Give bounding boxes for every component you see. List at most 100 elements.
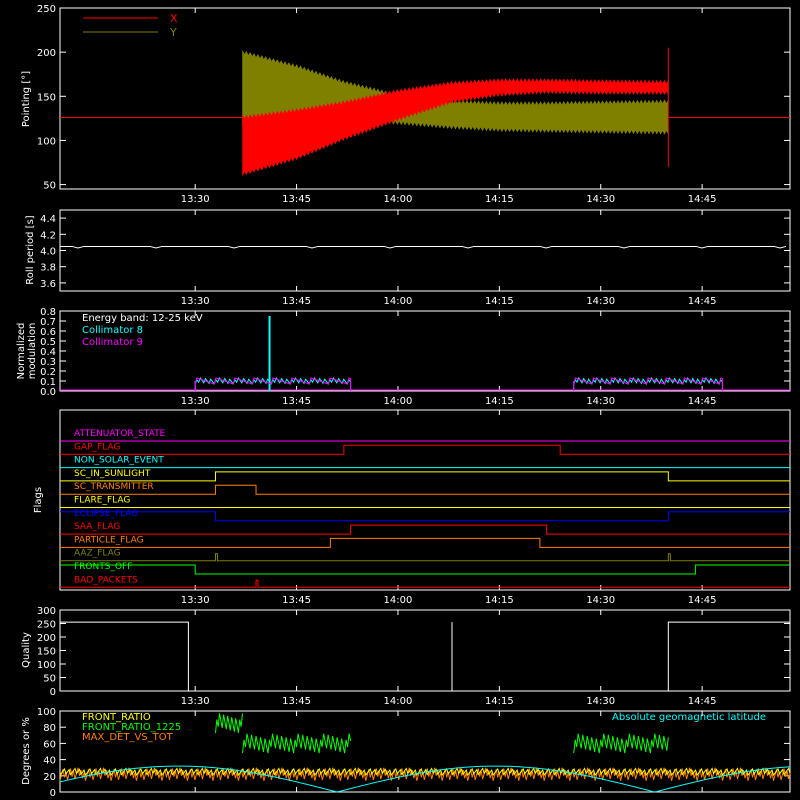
flag-label: PARTICLE_FLAG — [74, 535, 144, 545]
flag-line — [60, 484, 790, 495]
roll-period-line — [60, 245, 787, 249]
y-tick-label: 20 — [43, 772, 56, 783]
ylabel-ratio: Degrees or % — [21, 717, 32, 785]
x-tick-label: 13:45 — [282, 194, 311, 205]
x-tick-label: 13:45 — [282, 696, 311, 707]
y-tick-label: 0.0 — [40, 387, 56, 398]
y-tick-label: 60 — [43, 739, 56, 750]
x-tick-label: 13:30 — [181, 595, 210, 606]
legend-front-ratio: FRONT_RATIO — [82, 712, 151, 723]
flag-line — [60, 511, 790, 522]
y-tick-label: 100 — [37, 660, 56, 671]
y-tick-label: 200 — [37, 48, 56, 59]
flag-label: AAZ_FLAG — [74, 549, 121, 559]
x-tick-label: 14:00 — [384, 696, 413, 707]
y-tick-label: 0.3 — [40, 357, 56, 368]
flag-label: BAD_PACKETS — [74, 575, 138, 585]
x-tick-label: 13:45 — [282, 595, 311, 606]
ratio-front-ratio-1225 — [215, 713, 243, 733]
ratio-front-ratio — [59, 767, 791, 777]
y-tick-label: 300 — [37, 606, 56, 617]
flag-label: FRONTS_OFF — [74, 562, 132, 572]
modulation-collimator-8 — [194, 376, 352, 392]
flag-label: ECLIPSE_FLAG — [74, 509, 138, 519]
ylabel-modulation: Normalizedmodulation — [16, 323, 38, 380]
x-tick-label: 14:45 — [688, 194, 717, 205]
x-tick-label: 13:30 — [181, 296, 210, 307]
x-tick-label: 13:45 — [282, 296, 311, 307]
y-tick-label: 0 — [50, 788, 56, 799]
x-tick-label: 14:45 — [688, 696, 717, 707]
flag-label: ATTENUATOR_STATE — [74, 429, 166, 439]
y-tick-label: 50 — [43, 181, 56, 192]
y-tick-label: 4.0 — [40, 247, 56, 258]
flag-line — [60, 553, 790, 562]
legend-front-ratio-1225: FRONT_RATIO_1225 — [82, 722, 181, 733]
flag-line — [60, 471, 790, 482]
x-tick-label: 14:15 — [485, 595, 514, 606]
x-tick-label: 13:30 — [181, 696, 210, 707]
x-tick-label: 14:30 — [586, 194, 615, 205]
y-tick-label: 4.2 — [40, 230, 56, 241]
y-tick-label: 0.7 — [40, 317, 56, 328]
ratio-geomagnetic-latitude — [59, 765, 791, 793]
y-tick-label: 4.4 — [40, 214, 56, 225]
x-tick-label: 14:15 — [485, 396, 514, 407]
flag-label: FLARE_FLAG — [74, 496, 130, 506]
legend-y-label: Y — [169, 26, 177, 39]
x-tick-label: 14:00 — [384, 296, 413, 307]
y-tick-label: 100 — [37, 136, 56, 147]
modulation-collimator-9 — [194, 377, 352, 392]
y-tick-label: 80 — [43, 723, 56, 734]
x-tick-label: 13:30 — [181, 396, 210, 407]
x-tick-label: 14:00 — [384, 194, 413, 205]
legend-collimator-9: Collimator 9 — [82, 337, 143, 348]
x-tick-label: 13:30 — [181, 194, 210, 205]
y-tick-label: 50 — [43, 674, 56, 685]
y-tick-label: 0.8 — [40, 307, 56, 318]
flag-line — [60, 564, 790, 575]
y-tick-label: 0.4 — [40, 347, 56, 358]
flag-label: NON_SOLAR_EVENT — [74, 456, 164, 466]
legend-geomagnetic-latitude: Absolute geomagnetic latitude — [612, 712, 766, 723]
y-tick-label: 0.5 — [40, 337, 56, 348]
ratio-front-ratio-1225 — [242, 733, 352, 754]
x-tick-label: 14:45 — [688, 396, 717, 407]
flag-label: GAP_FLAG — [74, 442, 120, 452]
legend-max-det: MAX_DET_VS_TOT — [82, 732, 174, 743]
modulation-energy-band: Energy band: 12-25 keV — [82, 313, 203, 324]
y-tick-label: 0.6 — [40, 327, 56, 338]
flag-label: SC_IN_SUNLIGHT — [74, 469, 151, 479]
x-tick-label: 14:15 — [485, 696, 514, 707]
x-tick-label: 14:45 — [688, 296, 717, 307]
y-tick-label: 0 — [50, 687, 56, 698]
x-tick-label: 14:15 — [485, 296, 514, 307]
y-tick-label: 0.2 — [40, 367, 56, 378]
y-tick-label: 150 — [37, 647, 56, 658]
y-tick-label: 150 — [37, 92, 56, 103]
flag-line — [60, 579, 790, 588]
ylabel-roll: Roll period [s] — [25, 215, 36, 284]
x-tick-label: 14:15 — [485, 194, 514, 205]
flag-line — [60, 444, 790, 455]
x-tick-label: 14:00 — [384, 595, 413, 606]
panel-pointing-frame — [59, 7, 791, 190]
legend-collimator-8: Collimator 8 — [82, 325, 143, 336]
y-tick-label: 250 — [37, 4, 56, 15]
panel-roll-frame — [59, 209, 791, 292]
y-tick-label: 40 — [43, 756, 56, 767]
flag-line — [60, 524, 790, 535]
modulation-collimator-9 — [573, 377, 723, 392]
quality-line — [60, 621, 790, 692]
y-tick-label: 250 — [37, 620, 56, 631]
y-tick-label: 200 — [37, 633, 56, 644]
x-tick-label: 14:45 — [688, 595, 717, 606]
x-tick-label: 14:30 — [586, 696, 615, 707]
y-tick-label: 0.1 — [40, 377, 56, 388]
x-tick-label: 13:45 — [282, 396, 311, 407]
ratio-front-ratio-1225 — [573, 733, 669, 754]
flag-line — [60, 537, 790, 548]
y-tick-label: 100 — [37, 707, 56, 718]
y-tick-label: 3.6 — [40, 279, 56, 290]
